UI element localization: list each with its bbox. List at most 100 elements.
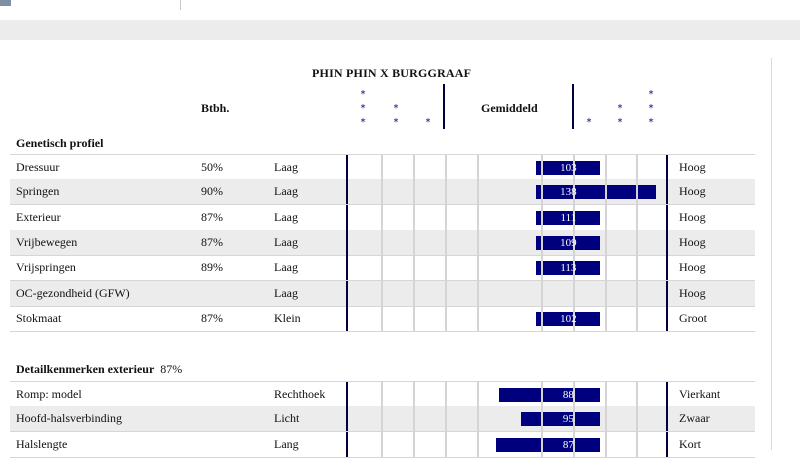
- grid-line: [413, 255, 415, 281]
- star-mark: *: [617, 117, 623, 128]
- grid-line: [413, 406, 415, 432]
- bar-separator: [573, 161, 575, 175]
- profile-row: Halslengte Lang Kort 87: [10, 431, 755, 458]
- grid-line: [445, 305, 447, 331]
- star-mark: *: [360, 103, 366, 114]
- section-reliability: 87%: [160, 362, 183, 376]
- bar-separator: [573, 235, 575, 250]
- grid-line: [636, 431, 638, 457]
- bar-separator: [541, 261, 543, 276]
- scale-high-label: Zwaar: [679, 411, 710, 426]
- grid-line: [477, 155, 479, 180]
- profile-bar: [520, 412, 601, 427]
- grid-line: [413, 179, 415, 205]
- bar-value-label: 109: [560, 236, 577, 249]
- app-icon: [0, 0, 11, 6]
- scale-boundary: [666, 179, 668, 205]
- bar-separator: [573, 311, 575, 326]
- bar-value-label: 111: [560, 211, 577, 224]
- scale-boundary: [666, 406, 668, 432]
- profile-row: Dressuur 50% Laag Hoog 103: [10, 154, 755, 181]
- trait-reliability: 90%: [201, 184, 223, 199]
- star-mark: *: [648, 103, 654, 114]
- bar-separator: [541, 412, 543, 427]
- scale-boundary: [346, 179, 348, 205]
- grid-line: [413, 431, 415, 457]
- grid-line: [477, 179, 479, 205]
- grid-line: [445, 406, 447, 432]
- profile-row: Springen 90% Laag Hoog 138: [10, 179, 755, 206]
- profile-bar: [536, 161, 601, 175]
- scale-high-label: Hoog: [679, 285, 706, 300]
- scale-high-label: Hoog: [679, 184, 706, 199]
- scale-boundary: [346, 229, 348, 255]
- trait-name: Hoofd-halsverbinding: [16, 411, 122, 426]
- trait-name: Exterieur: [16, 209, 61, 224]
- scale-boundary: [346, 431, 348, 457]
- grid-line: [445, 382, 447, 407]
- profile-row: Hoofd-halsverbinding Licht Zwaar 95: [10, 406, 755, 433]
- grid-line: [541, 280, 543, 306]
- trait-name: Vrijspringen: [16, 260, 76, 275]
- grid-line: [636, 382, 638, 407]
- grid-line: [413, 305, 415, 331]
- scale-high-label: Groot: [679, 310, 707, 325]
- scale-boundary: [666, 155, 668, 180]
- grid-line: [605, 255, 607, 281]
- star-mark: *: [393, 103, 399, 114]
- star-mark: *: [393, 117, 399, 128]
- scale-boundary: [666, 255, 668, 281]
- trait-name: OC-gezondheid (GFW): [16, 285, 130, 300]
- scale-low-label: Rechthoek: [274, 387, 326, 401]
- grid-line: [381, 406, 383, 432]
- grid-line: [477, 204, 479, 230]
- grid-line: [605, 229, 607, 255]
- bar-value-label: 102: [560, 312, 577, 325]
- trait-name: Vrijbewegen: [16, 234, 78, 249]
- grid-line: [636, 204, 638, 230]
- report-title: PHIN PHIN X BURGGRAAF: [312, 66, 472, 80]
- profile-row: OC-gezondheid (GFW) Laag Hoog: [10, 280, 755, 307]
- bar-separator: [573, 185, 575, 200]
- bar-value-label: 87: [562, 438, 574, 451]
- average-left-divider: [443, 84, 445, 129]
- bar-value-label: 113: [560, 262, 577, 275]
- grid-line: [381, 179, 383, 205]
- grid-line: [477, 305, 479, 331]
- scale-high-label: Vierkant: [679, 387, 721, 401]
- average-header: Gemiddeld: [481, 101, 538, 115]
- trait-reliability: 87%: [201, 209, 223, 224]
- grid-line: [381, 280, 383, 306]
- bar-value-label: 95: [562, 413, 574, 426]
- star-mark: *: [586, 117, 592, 128]
- grid-line: [413, 155, 415, 180]
- scale-low-label: Klein: [274, 310, 301, 325]
- profile-row: Romp: model Rechthoek Vierkant 88: [10, 381, 755, 408]
- star-mark: *: [617, 103, 623, 114]
- scale-boundary: [346, 305, 348, 331]
- grid-line: [445, 179, 447, 205]
- grid-line: [477, 382, 479, 407]
- profile-bar: [536, 210, 601, 225]
- grid-line: [477, 431, 479, 457]
- grid-line: [381, 382, 383, 407]
- scale-high-label: Hoog: [679, 234, 706, 249]
- bar-value-label: 103: [560, 162, 577, 174]
- scale-boundary: [346, 255, 348, 281]
- scale-boundary: [666, 305, 668, 331]
- grid-line: [636, 155, 638, 180]
- bar-separator: [636, 185, 638, 200]
- trait-name: Springen: [16, 184, 60, 199]
- bar-separator: [605, 185, 607, 200]
- grid-line: [445, 229, 447, 255]
- scale-low-label: Laag: [274, 160, 298, 174]
- bar-separator: [541, 210, 543, 225]
- grid-line: [445, 204, 447, 230]
- trait-name: Dressuur: [16, 160, 60, 174]
- grid-line: [573, 280, 575, 306]
- star-mark: *: [648, 117, 654, 128]
- grid-line: [381, 305, 383, 331]
- profile-row: Vrijbewegen 87% Laag Hoog 109: [10, 229, 755, 256]
- grid-line: [413, 229, 415, 255]
- bar-separator: [573, 412, 575, 427]
